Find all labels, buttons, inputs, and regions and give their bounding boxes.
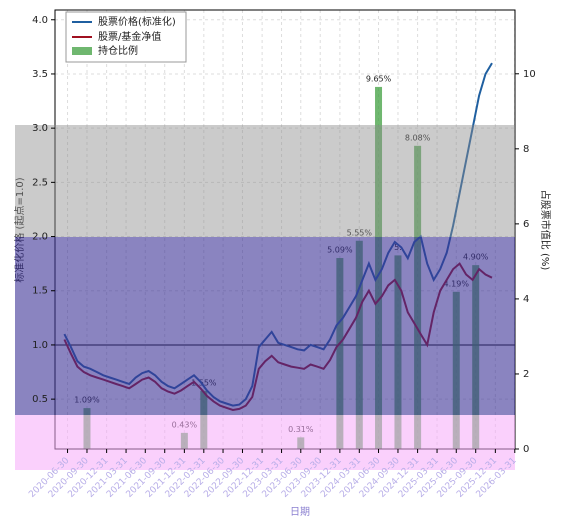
legend-label: 股票/基金净值 xyxy=(98,30,161,43)
y2-tick-label: 2 xyxy=(523,369,529,380)
x-axis-label: 日期 xyxy=(290,506,310,518)
legend-label: 持仓比例 xyxy=(98,44,138,57)
legend-label: 股票价格(标准化) xyxy=(98,15,176,28)
y-tick-label: 0.5 xyxy=(32,394,48,405)
y2-tick-label: 4 xyxy=(523,294,529,305)
y-tick-label: 4.0 xyxy=(32,15,48,26)
y2-tick-label: 10 xyxy=(523,69,536,80)
y-tick-label: 3.0 xyxy=(32,123,48,134)
y-tick-label: 1.0 xyxy=(32,340,48,351)
bar-value-label: 8.08% xyxy=(405,133,431,142)
y2-axis-label: 占股票市值比 (%) xyxy=(539,190,552,271)
legend: 股票价格(标准化) 股票/基金净值 持仓比例 xyxy=(65,11,187,63)
y-tick-label: 1.5 xyxy=(32,286,48,297)
y-tick-label: 2.0 xyxy=(32,232,48,243)
glitch-band xyxy=(15,237,515,415)
y-tick-label: 2.5 xyxy=(32,177,48,188)
bar-value-label: 5.55% xyxy=(347,228,373,237)
glitch-band xyxy=(15,415,515,470)
bar-value-label: 9.65% xyxy=(366,74,392,83)
glitch-band xyxy=(15,125,515,237)
y2-tick-label: 6 xyxy=(523,219,529,230)
legend-swatch xyxy=(72,47,92,55)
y-tick-label: 3.5 xyxy=(32,69,48,80)
y2-tick-label: 0 xyxy=(523,444,529,455)
y2-tick-label: 8 xyxy=(523,144,529,155)
